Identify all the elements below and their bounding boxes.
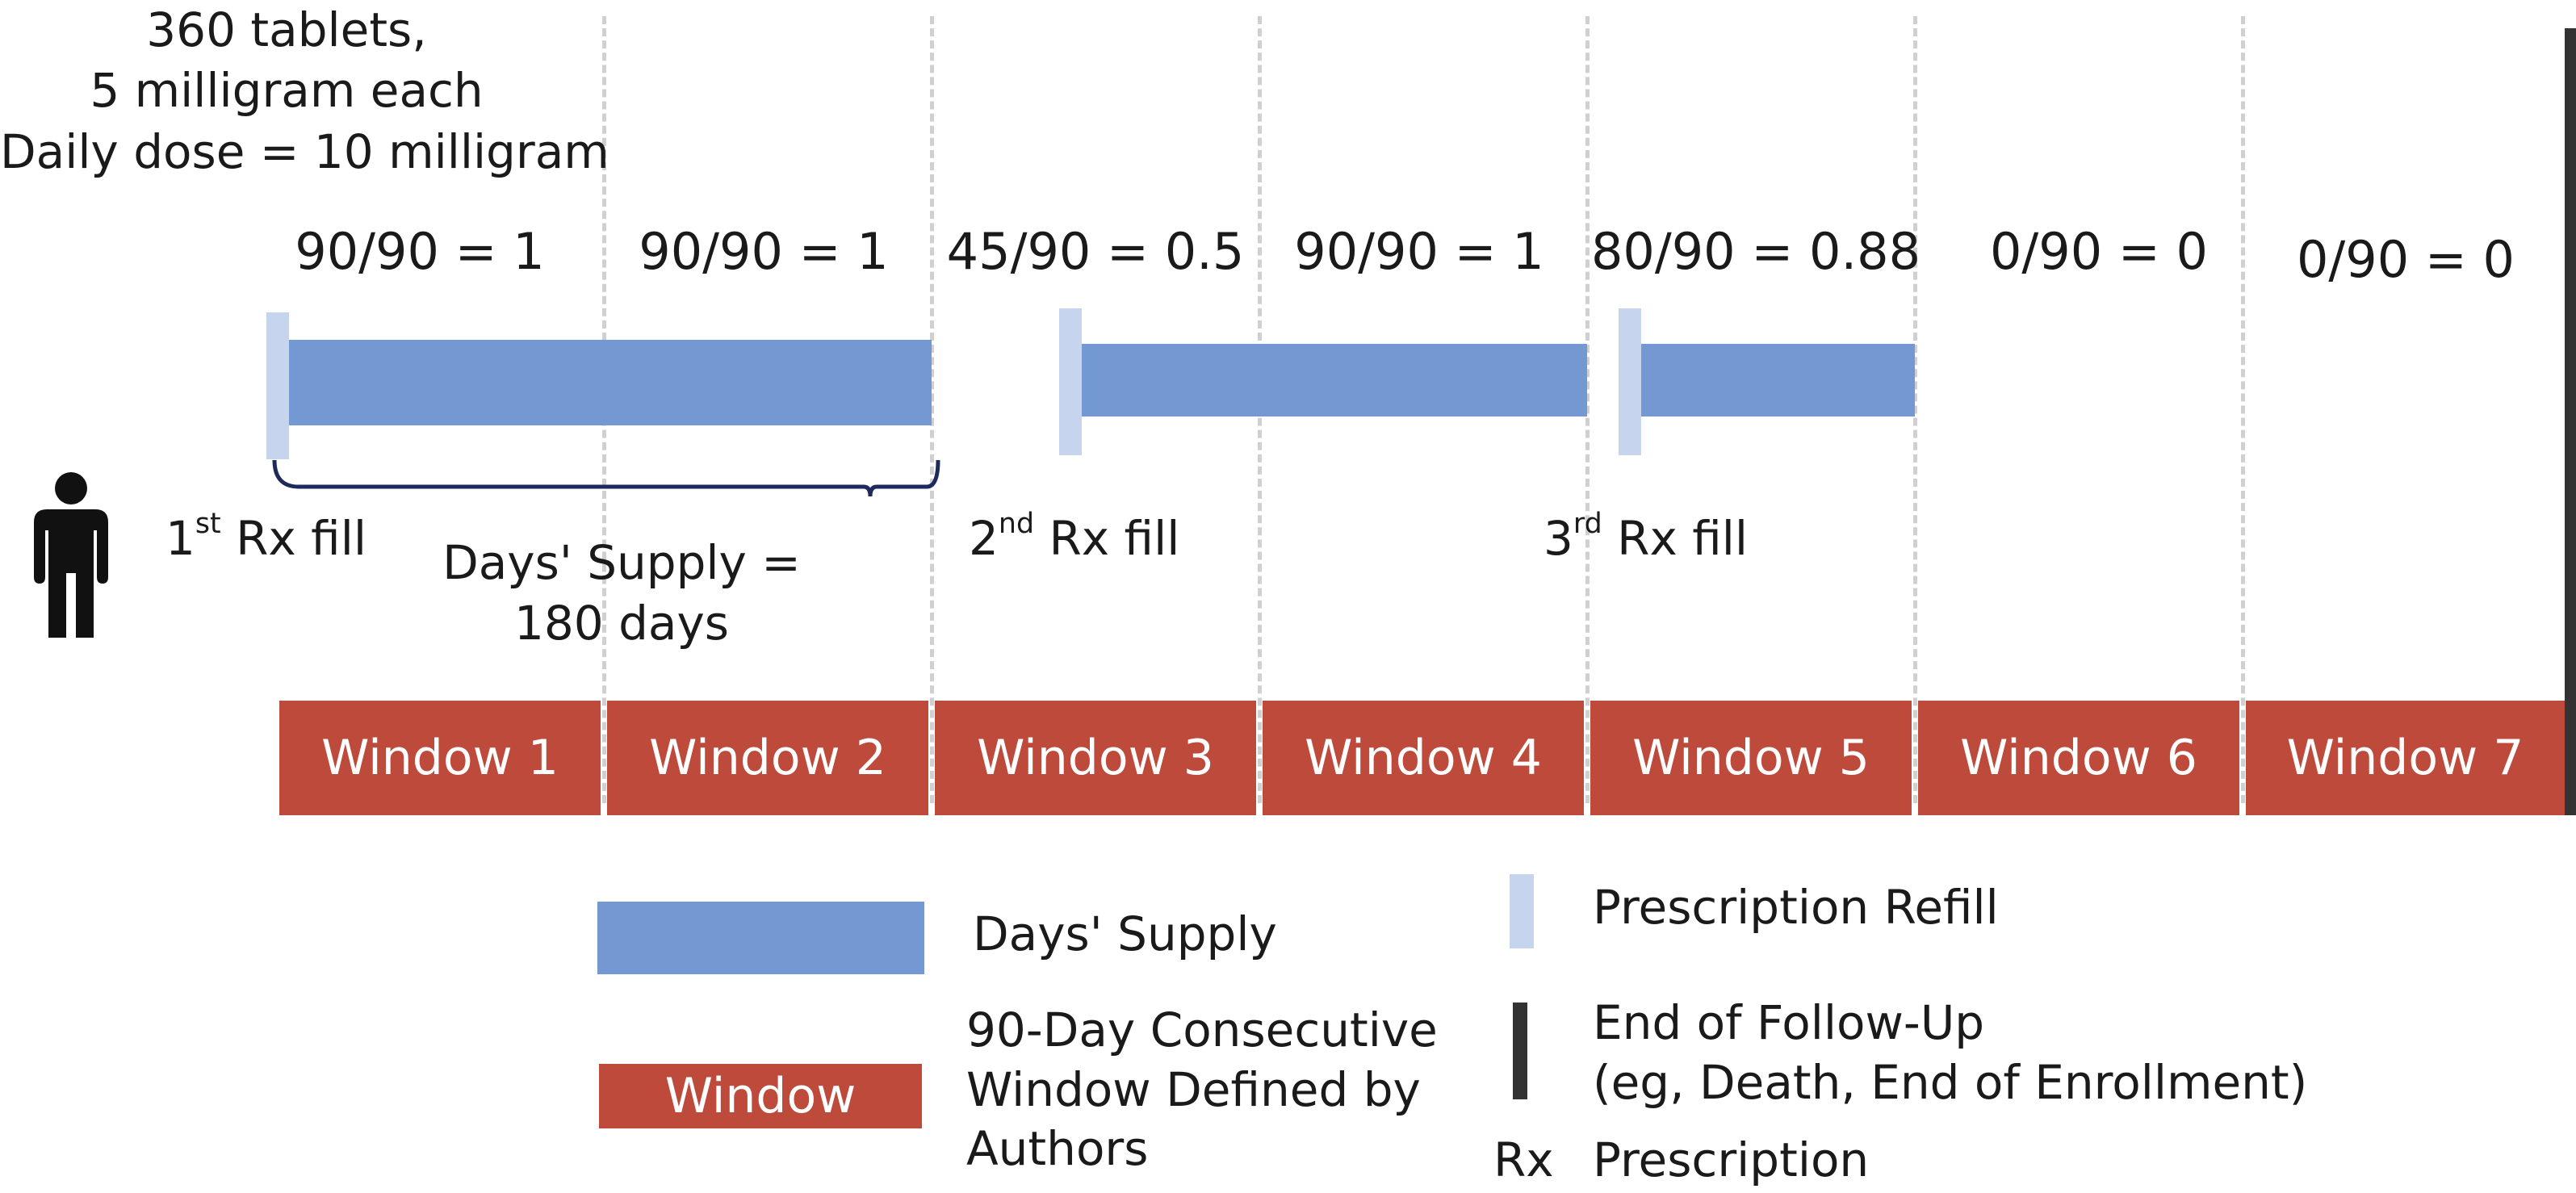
note-line-3: Daily dose = 10 milligram [0,123,609,179]
prescription-note: 360 tablets, 5 milligram each Daily dose… [0,0,609,182]
fill-label: Rx fill [1049,511,1180,566]
legend-rx-description: Prescription [1593,1132,1870,1187]
refill-marker-3 [1619,308,1641,455]
window-4-ratio: 90/90 = 1 [1294,222,1544,281]
window-6-box: Window 6 [1918,701,2239,815]
legend-end-followup-line-2: (eg, Death, End of Enrollment) [1593,1055,2308,1111]
first-rx-fill-label: 1st Rx fill [165,509,367,569]
fill-ordinal-suffix: st [195,507,221,540]
window-4-box: Window 4 [1263,701,1584,815]
end-of-followup-line [2565,28,2576,815]
legend-days-supply-label: Days' Supply [973,906,1277,961]
second-rx-fill-label: 2nd Rx fill [969,509,1179,569]
days-supply-bar-2 [1082,344,1587,417]
legend-end-followup-line-1: End of Follow-Up [1593,995,1985,1050]
window-5-box: Window 5 [1590,701,1912,815]
legend-window-swatch-label: Window [664,1068,857,1124]
window-5-ratio: 80/90 = 0.88 [1590,222,1921,281]
legend-window-desc-line-1: 90-Day Consecutive [966,1003,1438,1057]
window-3-ratio: 45/90 = 0.5 [946,222,1245,281]
fill-ordinal-suffix: rd [1573,507,1602,540]
window-1-ratio: 90/90 = 1 [295,222,545,281]
legend-refill-label: Prescription Refill [1593,880,1999,935]
note-line-2: 5 milligram each [90,63,484,119]
window-7-box: Window 7 [2246,701,2565,815]
days-supply-note-line-2: 180 days [513,596,730,651]
fill-ordinal: 3 [1544,511,1573,566]
days-supply-note-line-1: Days' Supply = [442,535,801,590]
legend-window-desc-line-3: Authors [966,1121,1149,1177]
window-boundary-line [2241,16,2245,803]
days-supply-bar-1 [289,340,932,425]
fill-ordinal: 2 [969,511,999,566]
days-supply-bracket [272,459,940,497]
legend-days-supply-swatch [597,902,924,974]
fill-ordinal-suffix: nd [998,507,1035,540]
legend-end-followup-swatch [1513,1003,1527,1099]
window-6-ratio: 0/90 = 0 [1989,222,2209,281]
legend-rx-abbreviation: Rx [1493,1132,1554,1187]
window-3-box: Window 3 [935,701,1256,815]
refill-marker-1 [266,312,289,459]
legend-window-swatch: Window [599,1064,922,1128]
refill-marker-2 [1059,308,1082,455]
fill-ordinal: 1 [165,511,195,566]
legend-end-followup-label: End of Follow-Up (eg, Death, End of Enro… [1593,993,2307,1112]
legend-window-description: 90-Day Consecutive Window Defined by Aut… [966,1001,1438,1179]
note-line-1: 360 tablets, [146,2,427,57]
fill-label: Rx fill [1617,511,1748,566]
legend-window-desc-line-2: Window Defined by [966,1061,1421,1117]
patient-person-icon [34,472,108,638]
window-boundary-line [1585,16,1590,803]
window-boundary-line [930,16,934,803]
third-rx-fill-label: 3rd Rx fill [1544,509,1748,569]
fill-label: Rx fill [236,511,367,566]
window-7-ratio: 0/90 = 0 [2296,230,2515,289]
window-2-ratio: 90/90 = 1 [639,222,889,281]
days-supply-note: Days' Supply = 180 days [436,533,807,655]
legend-refill-swatch [1510,874,1534,948]
days-supply-bar-3 [1641,344,1915,417]
window-boundary-line [1913,16,1917,803]
window-1-box: Window 1 [279,701,601,815]
window-2-box: Window 2 [607,701,928,815]
